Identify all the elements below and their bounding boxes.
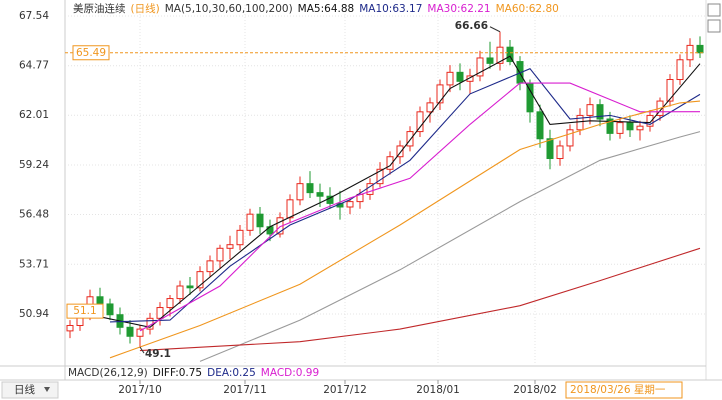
candle-body xyxy=(486,57,494,64)
candle-body xyxy=(316,192,324,197)
candle-body xyxy=(406,131,414,147)
candle-body xyxy=(136,328,144,337)
candle-body xyxy=(306,183,314,194)
macd-item: MACD:0.99 xyxy=(261,367,319,379)
candle-body xyxy=(346,201,354,208)
candle-body xyxy=(466,75,474,82)
candle-body xyxy=(456,71,464,82)
candle-body xyxy=(506,46,514,63)
close-icon[interactable] xyxy=(707,19,721,33)
chart-header: 美原油连续 (日线) MA(5,10,30,60,100,200) MA5:64.88… xyxy=(73,2,559,15)
candle-body xyxy=(546,138,554,160)
ma-line xyxy=(109,100,701,359)
candle-body xyxy=(286,199,294,219)
candle-body xyxy=(576,114,584,131)
last-price-box xyxy=(72,45,110,61)
macd-item: DEA:0.25 xyxy=(207,367,256,379)
candle-body xyxy=(236,229,244,246)
candle-body xyxy=(636,125,644,131)
candle-body xyxy=(226,244,234,249)
macd-item: DIFF:0.75 xyxy=(153,367,202,379)
ma-line xyxy=(139,247,701,352)
x-tick-label: 2018/01 xyxy=(416,384,460,396)
candle-body xyxy=(476,57,484,77)
cursor-date-box xyxy=(565,381,683,399)
y-tick-label: 62.01 xyxy=(19,109,49,121)
candle-body xyxy=(296,183,304,201)
candle-body xyxy=(676,59,684,81)
candle-body xyxy=(126,326,134,337)
candle-body xyxy=(626,122,634,131)
low-pointer xyxy=(139,346,145,354)
y-tick-label: 53.71 xyxy=(19,258,49,270)
candle-body xyxy=(606,118,614,134)
candle-body xyxy=(216,247,224,262)
candle-body xyxy=(426,102,434,113)
x-tick-label: 2017/12 xyxy=(323,384,367,396)
instrument-name: 美原油连续 xyxy=(73,2,126,15)
macd-item: MACD(26,12,9) xyxy=(68,367,148,379)
candle-body xyxy=(176,285,184,300)
legend-entry: MA30:62.21 xyxy=(427,3,490,15)
last-price-label: 65.49 xyxy=(76,47,106,59)
candle-body xyxy=(106,303,114,316)
candle-body xyxy=(596,104,604,120)
y-tick-label: 59.24 xyxy=(19,159,49,171)
x-tick-label: 2017/11 xyxy=(223,384,267,396)
candle-body xyxy=(556,145,564,160)
ma-line xyxy=(139,82,701,332)
candle-body xyxy=(696,44,704,54)
y-tick-label: 56.48 xyxy=(19,209,49,221)
candle-body xyxy=(396,145,404,158)
y-tick-label: 64.77 xyxy=(19,60,49,72)
candle-body xyxy=(446,71,454,86)
candle-body xyxy=(496,46,504,64)
low-label: 49.1 xyxy=(145,348,171,360)
candle-body xyxy=(196,271,204,289)
macd-header: MACD(26,12,9) DIFF:0.75 DEA:0.25 MACD:0.99 xyxy=(68,367,319,379)
period: (日线) xyxy=(131,2,160,15)
cursor-date: 2018/03/26 星期一 xyxy=(570,384,666,396)
candle-body xyxy=(376,168,384,185)
period-button[interactable] xyxy=(1,381,59,399)
y-tick-label: 67.54 xyxy=(19,10,49,22)
legend-entry: MA5:64.88 xyxy=(298,3,355,15)
candle-body xyxy=(536,111,544,140)
ma-line xyxy=(199,131,701,362)
ma-params: MA(5,10,30,60,100,200) xyxy=(165,3,293,15)
x-tick-label: 2018/02 xyxy=(513,384,557,396)
candle-body xyxy=(166,298,174,309)
candle-body xyxy=(646,114,654,127)
zoom-icon[interactable] xyxy=(707,3,721,17)
period-label: 日线 xyxy=(14,383,35,396)
candle-body xyxy=(246,213,254,231)
ma-line xyxy=(89,55,701,328)
dropdown-arrow xyxy=(44,387,50,392)
candle-body xyxy=(96,296,104,305)
candle-body xyxy=(416,111,424,133)
y-tick-label: 50.94 xyxy=(19,308,49,320)
ref-price-box xyxy=(66,303,104,319)
legend-entry: MA10:63.17 xyxy=(359,3,422,15)
candle-body xyxy=(386,156,394,170)
candle-body xyxy=(586,104,594,116)
candle-body xyxy=(66,324,74,332)
candle-body xyxy=(186,285,194,289)
ref-price-label: 51.1 xyxy=(73,305,96,317)
high-pointer xyxy=(489,26,501,33)
x-tick-label: 2017/10 xyxy=(118,384,162,396)
candle-body xyxy=(256,213,264,228)
candle-body xyxy=(616,122,624,134)
candle-body xyxy=(436,84,444,104)
ma-line xyxy=(109,68,701,323)
candle-body xyxy=(206,260,214,273)
candle-body xyxy=(566,129,574,147)
candle-body xyxy=(666,79,674,102)
legend-entry: MA60:62.80 xyxy=(496,3,559,15)
high-label: 66.66 xyxy=(455,20,488,32)
